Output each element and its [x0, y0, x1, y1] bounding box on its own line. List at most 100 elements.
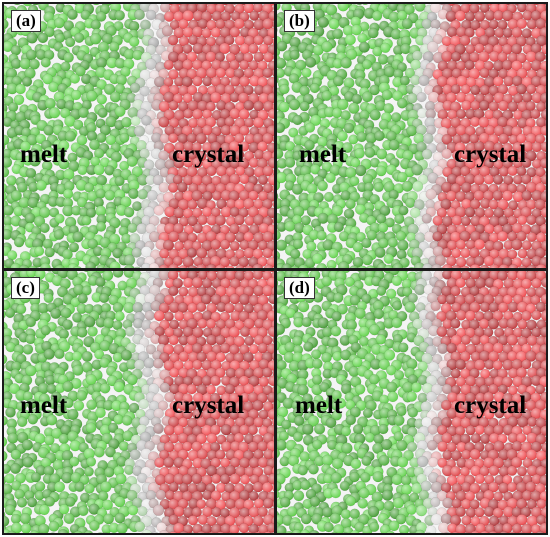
- particle: [153, 358, 164, 369]
- particle: [381, 489, 394, 501]
- particle: [464, 27, 475, 38]
- particle: [388, 520, 400, 532]
- particle: [272, 232, 274, 242]
- particle: [545, 287, 546, 294]
- particle: [272, 500, 274, 509]
- particle: [401, 483, 413, 496]
- particle: [86, 90, 98, 102]
- particle: [74, 32, 85, 43]
- particle: [134, 521, 146, 532]
- particle: [396, 98, 408, 109]
- particle: [271, 68, 274, 78]
- particle: [392, 90, 403, 102]
- particle: [139, 148, 150, 159]
- particle: [494, 27, 505, 38]
- particle: [137, 189, 148, 200]
- particle: [426, 391, 437, 403]
- particle: [252, 481, 264, 493]
- particle: [114, 310, 125, 322]
- particle: [96, 57, 108, 69]
- panel-d: (d) melt crystal: [277, 271, 546, 533]
- particle: [93, 446, 105, 458]
- particle: [81, 351, 93, 362]
- particle: [422, 133, 434, 144]
- particle: [516, 166, 527, 177]
- particle: [95, 11, 107, 22]
- particle: [446, 441, 457, 453]
- particle: [454, 10, 466, 22]
- particle: [544, 151, 546, 160]
- particle: [148, 262, 160, 268]
- particle: [5, 407, 16, 418]
- particle: [210, 375, 221, 387]
- particle: [340, 349, 352, 361]
- particle: [168, 69, 179, 80]
- particle: [530, 109, 541, 120]
- particle: [216, 434, 227, 445]
- particle: [411, 164, 423, 176]
- particle: [384, 217, 395, 228]
- particle: [340, 509, 351, 520]
- particle: [309, 83, 320, 94]
- particle: [352, 241, 364, 253]
- particle: [331, 458, 344, 470]
- particle: [414, 529, 426, 533]
- particle: [535, 384, 546, 395]
- particle: [330, 487, 342, 499]
- particle: [349, 294, 361, 306]
- particle: [72, 312, 83, 323]
- particle: [197, 514, 209, 525]
- particle: [540, 391, 546, 403]
- particle: [374, 246, 386, 258]
- particle: [4, 265, 8, 268]
- particle: [288, 127, 299, 138]
- particle: [544, 87, 546, 95]
- particle: [357, 33, 368, 44]
- particle: [10, 513, 22, 525]
- particle: [297, 384, 309, 396]
- particle: [526, 232, 537, 243]
- particle: [541, 277, 546, 288]
- particle: [13, 94, 25, 106]
- particle: [341, 142, 353, 153]
- particle: [92, 4, 100, 6]
- particle: [153, 310, 165, 322]
- particle: [450, 318, 461, 329]
- particle: [507, 249, 518, 260]
- particle: [506, 334, 518, 346]
- particle: [4, 504, 16, 516]
- particle: [40, 325, 51, 336]
- particle: [358, 336, 370, 347]
- particle: [441, 263, 453, 268]
- particle: [415, 504, 428, 517]
- particle: [383, 264, 394, 268]
- particle: [56, 286, 69, 298]
- particle: [323, 191, 334, 202]
- particle: [15, 83, 26, 95]
- particle: [219, 239, 231, 250]
- particle: [159, 529, 169, 533]
- particle: [540, 125, 546, 136]
- particle: [354, 147, 365, 159]
- particle: [441, 148, 452, 159]
- particle: [272, 216, 274, 225]
- panel-a: (a) melt crystal: [4, 4, 274, 268]
- particle: [133, 125, 146, 137]
- particle: [469, 4, 480, 14]
- particle: [361, 455, 372, 467]
- particle: [43, 146, 55, 158]
- particle: [397, 239, 409, 252]
- particle: [168, 182, 179, 193]
- particle: [540, 174, 546, 185]
- particle: [325, 417, 337, 429]
- particle: [544, 201, 546, 209]
- particle: [277, 57, 287, 69]
- particle: [102, 266, 111, 268]
- particle: [65, 37, 76, 48]
- particle: [397, 456, 409, 468]
- particle: [321, 352, 332, 363]
- particle: [277, 279, 279, 287]
- particle: [142, 367, 153, 378]
- particle: [73, 119, 84, 130]
- particle: [393, 414, 405, 426]
